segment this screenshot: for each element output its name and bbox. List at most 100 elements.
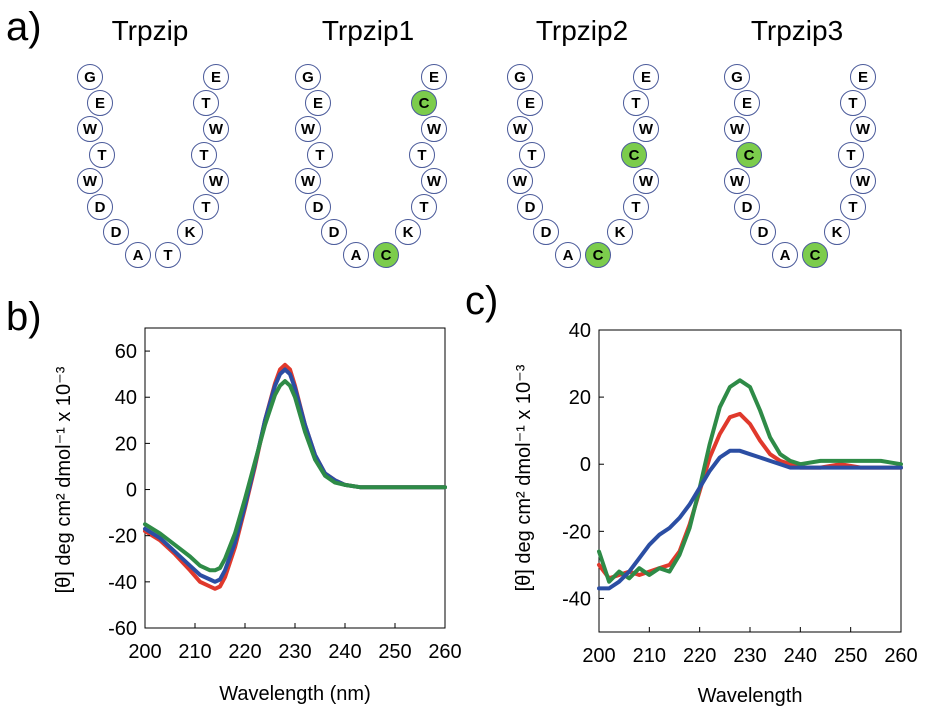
residue-circle xyxy=(177,219,203,245)
residue-circle xyxy=(517,194,543,220)
residue-letter: E xyxy=(525,95,535,112)
residue-circle xyxy=(517,90,543,116)
cysteine-residue xyxy=(802,242,828,268)
residue-circle xyxy=(533,219,559,245)
x-tick-label: 200 xyxy=(128,641,161,663)
residue-letter: W xyxy=(513,121,528,138)
residue-letter: W xyxy=(856,121,871,138)
residue-letter: A xyxy=(780,247,791,264)
series-group-c xyxy=(597,378,903,591)
residue-letter: K xyxy=(185,224,196,241)
residue-circle xyxy=(103,219,129,245)
residue-letter: G xyxy=(302,69,314,86)
residue-circle xyxy=(633,64,659,90)
residue-circle xyxy=(77,116,103,142)
residue-circle xyxy=(507,64,533,90)
residue-letter: C xyxy=(744,147,755,164)
cysteine-residue xyxy=(373,242,399,268)
residue-letter: D xyxy=(541,224,552,241)
residue-letter: C xyxy=(593,247,604,264)
y-tick-label: 0 xyxy=(580,454,591,476)
panel-label-c: c) xyxy=(465,279,498,323)
x-tick-label: 250 xyxy=(378,641,411,663)
residue-letter: W xyxy=(209,121,224,138)
series-line-c-2 xyxy=(597,448,903,591)
residue-letter: T xyxy=(201,95,210,112)
residue-letter: A xyxy=(563,247,574,264)
residue-letter: W xyxy=(730,121,745,138)
x-tick-label: 240 xyxy=(328,641,361,663)
x-tick-label: 250 xyxy=(834,645,867,667)
residue-letter: G xyxy=(514,69,526,86)
y-tick-label: 0 xyxy=(126,480,137,502)
ticks-group-c: 200 210 220 230 240 250 260 -40 -20 0 20 40 xyxy=(562,320,918,667)
residue-letter: K xyxy=(615,224,626,241)
residue-circle xyxy=(724,64,750,90)
residue-letter: D xyxy=(525,199,536,216)
panel-label-b: b) xyxy=(6,295,42,339)
x-tick-label: 230 xyxy=(733,645,766,667)
residue-letter: T xyxy=(201,199,210,216)
residue-circle xyxy=(840,194,866,220)
residue-circle xyxy=(89,142,115,168)
residue-letter: W xyxy=(639,173,654,190)
residue-letter: T xyxy=(631,199,640,216)
residue-letter: G xyxy=(84,69,96,86)
series-group-b xyxy=(143,362,447,591)
residue-circle xyxy=(203,64,229,90)
residue-circle xyxy=(840,90,866,116)
ticks-group-b: 200 210 220 230 240 250 260 -60 -40 -20 0 20 40 60 xyxy=(108,341,462,663)
plot-frame-b xyxy=(144,327,446,629)
residue-letter: W xyxy=(639,121,654,138)
residue-circle xyxy=(395,219,421,245)
residue-circle xyxy=(607,219,633,245)
residue-letter: T xyxy=(97,147,106,164)
residue-circle xyxy=(623,194,649,220)
residue-letter: W xyxy=(856,173,871,190)
residue-letter: W xyxy=(301,121,316,138)
residue-circle xyxy=(203,116,229,142)
residue-letter: C xyxy=(419,95,430,112)
residue-letter: T xyxy=(419,199,428,216)
residue-circle xyxy=(623,90,649,116)
residue-circle xyxy=(724,116,750,142)
residue-letter: E xyxy=(95,95,105,112)
residue-letter: W xyxy=(301,173,316,190)
x-tick-label: 220 xyxy=(683,645,716,667)
residue-circle xyxy=(734,194,760,220)
residue-letter: T xyxy=(848,95,857,112)
residue-circle xyxy=(193,90,219,116)
residue-letter: A xyxy=(133,247,144,264)
residue-circle xyxy=(850,64,876,90)
panel-label-a: a) xyxy=(6,5,42,49)
y-axis-title-c: [θ] deg cm² dmol⁻¹ x 10⁻³ xyxy=(513,364,535,591)
residue-circle xyxy=(421,116,447,142)
residue-letter: E xyxy=(211,69,221,86)
x-tick-label: 210 xyxy=(178,641,211,663)
residue-letter: C xyxy=(629,147,640,164)
residue-letter: A xyxy=(351,247,362,264)
series-line-b-2 xyxy=(143,379,447,573)
residue-letter: C xyxy=(381,247,392,264)
residue-circle xyxy=(305,90,331,116)
x-tick-label: 200 xyxy=(582,645,615,667)
residue-circle xyxy=(850,116,876,142)
peptide-title: Trpzip3 xyxy=(751,15,843,46)
residue-circle xyxy=(77,168,103,194)
cysteine-residue xyxy=(411,90,437,116)
residue-circle xyxy=(750,219,776,245)
residue-circle xyxy=(772,242,798,268)
cd-chart-c: 200 210 220 230 240 250 260 -40 -20 0 20 40 Wavelen… xyxy=(513,320,918,707)
residue-letter: W xyxy=(83,121,98,138)
cysteine-residue xyxy=(585,242,611,268)
x-tick-label: 260 xyxy=(428,641,461,663)
y-tick-label: 20 xyxy=(569,387,591,409)
residue-circle xyxy=(191,142,217,168)
residue-circle xyxy=(555,242,581,268)
residue-circle xyxy=(507,168,533,194)
residue-circle xyxy=(193,194,219,220)
residue-circle xyxy=(77,64,103,90)
x-tick-label: 260 xyxy=(884,645,917,667)
residue-circle xyxy=(421,168,447,194)
